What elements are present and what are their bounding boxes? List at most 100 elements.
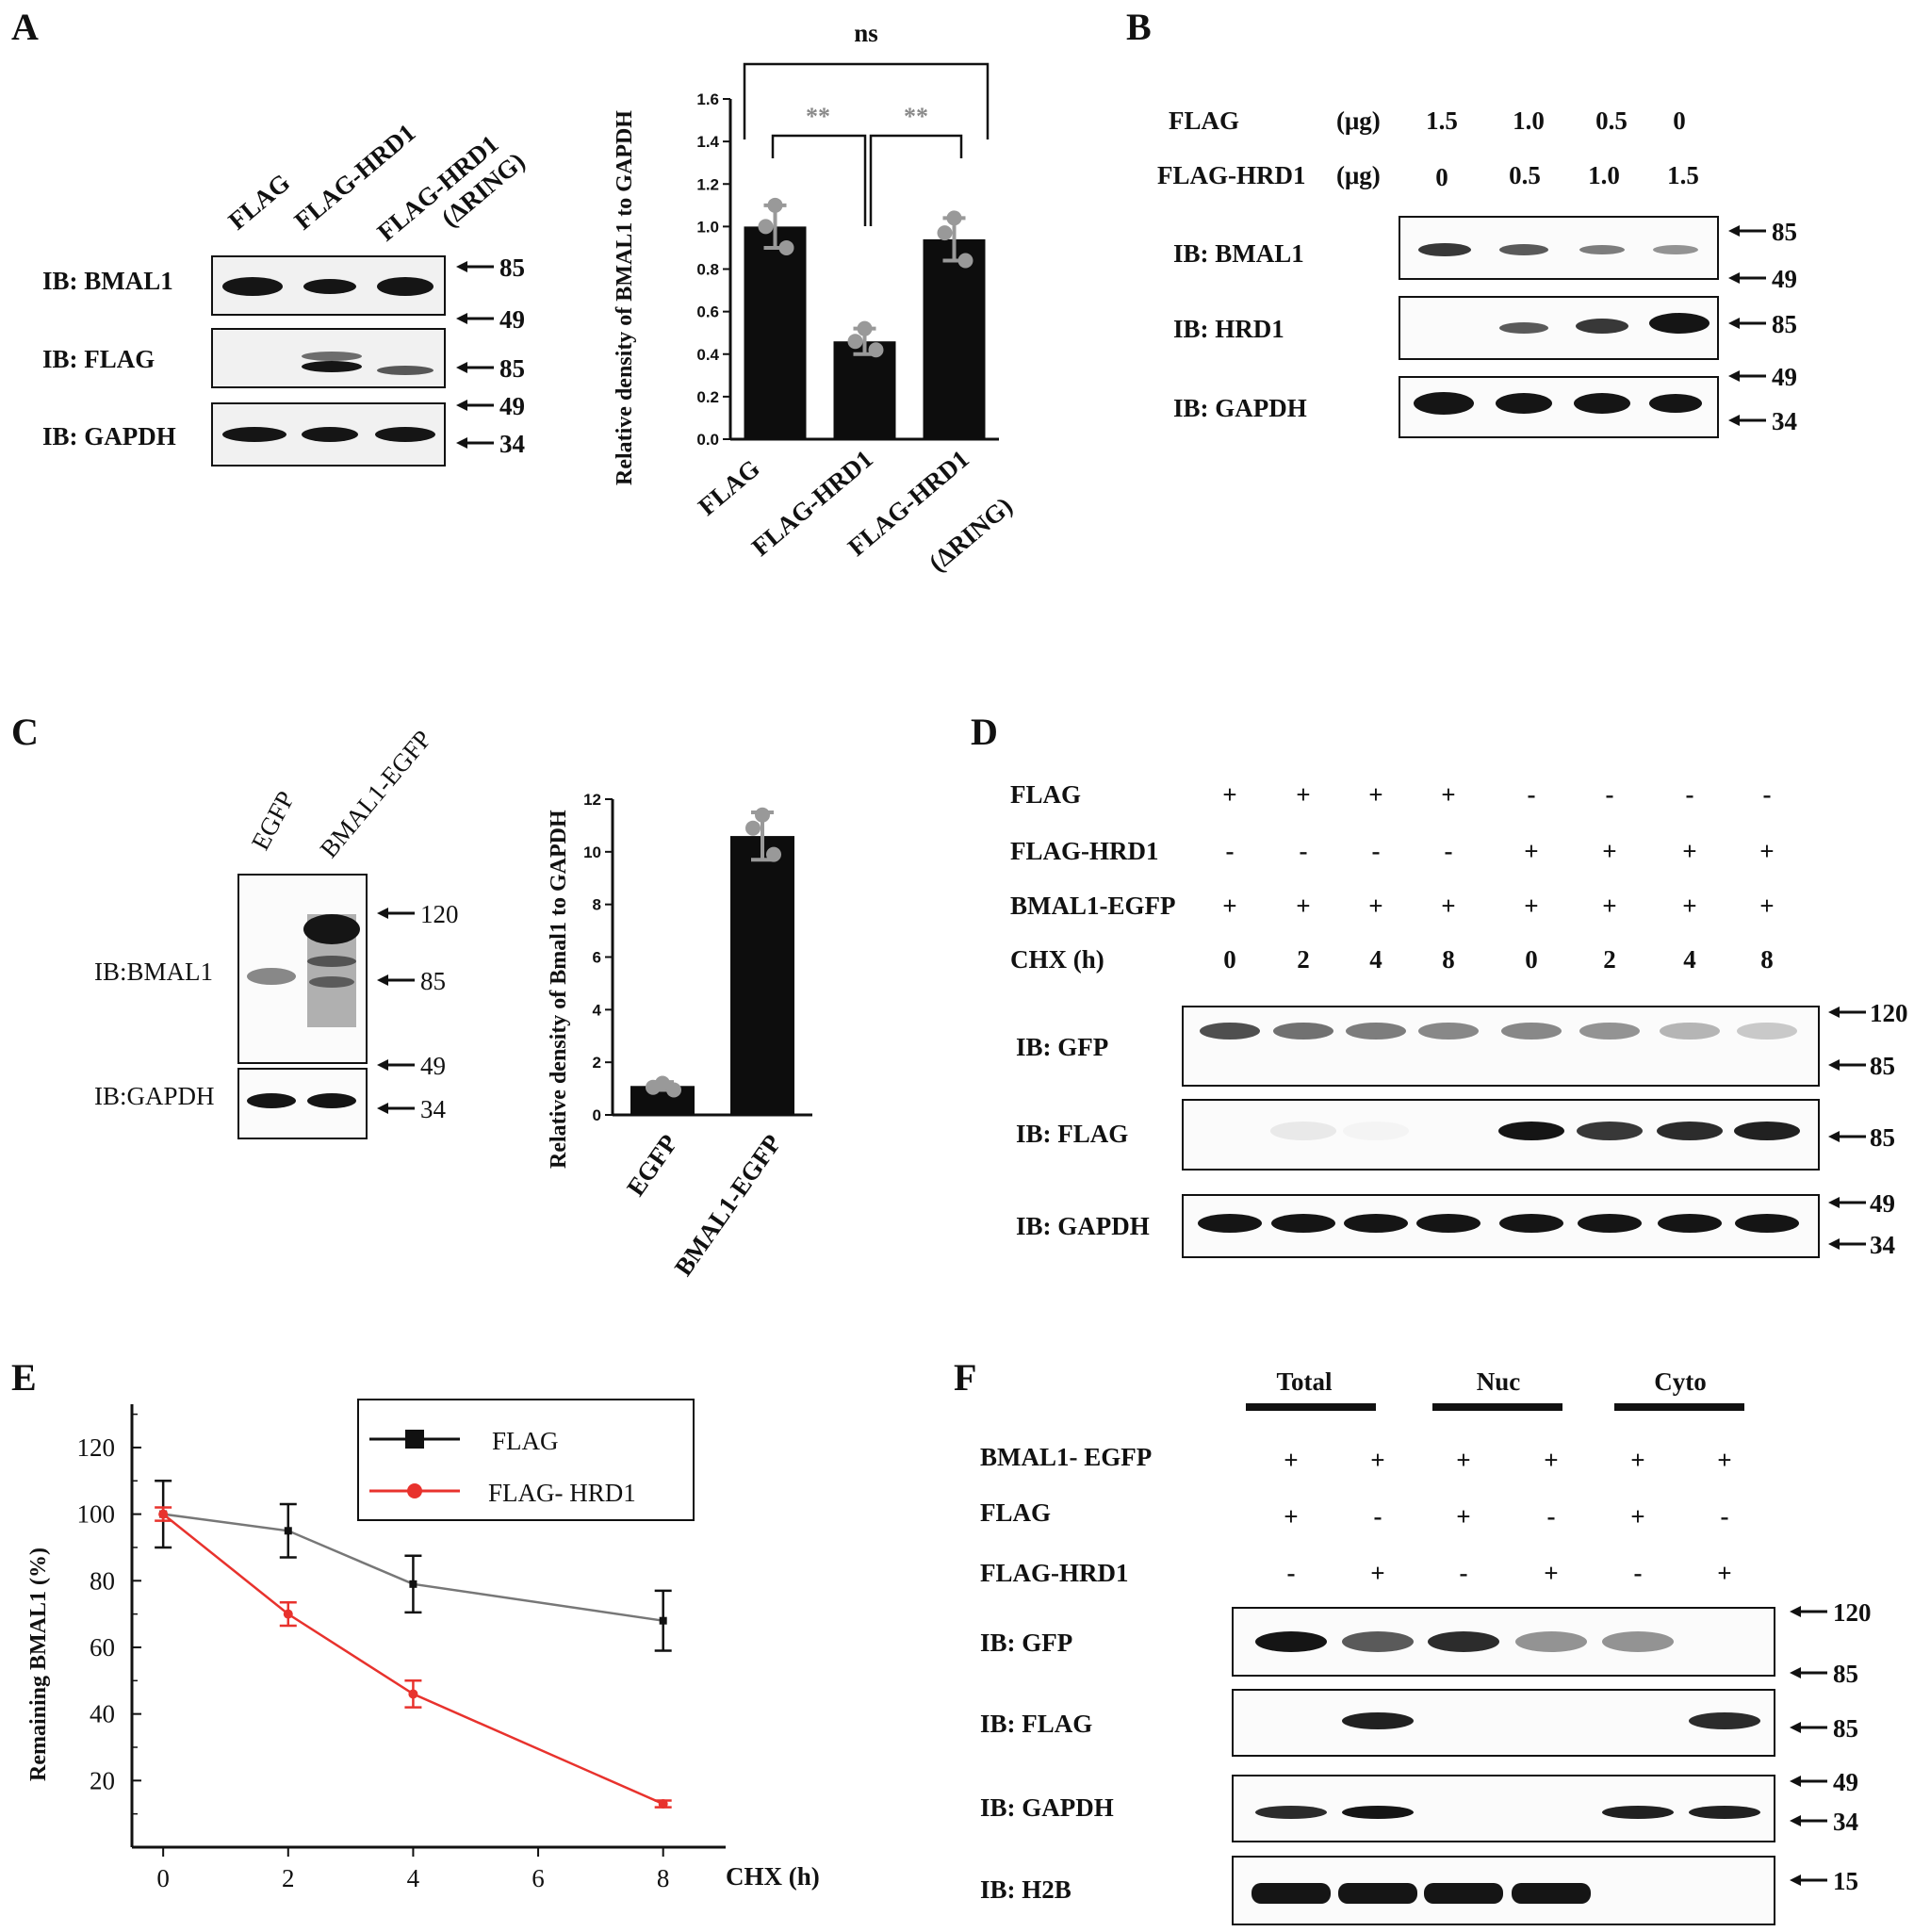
- band: [1649, 313, 1710, 334]
- marker-49: 49: [1772, 265, 1797, 293]
- band: [302, 427, 358, 442]
- marker-120: 120: [420, 900, 459, 928]
- blot-label-h2b: IB: H2B: [980, 1875, 1072, 1904]
- time-value: 0: [1223, 945, 1236, 974]
- amount-value: 1.5: [1667, 161, 1699, 189]
- treatment-sign: -: [1547, 1502, 1556, 1531]
- band: [247, 968, 296, 985]
- treatment-sign: +: [1630, 1446, 1644, 1474]
- band: [1251, 1883, 1331, 1904]
- data-point: [646, 1079, 661, 1095]
- time-value: 4: [1683, 945, 1696, 974]
- band: [1515, 1631, 1587, 1652]
- band: [1735, 1214, 1799, 1233]
- marker-34: 34: [1870, 1231, 1895, 1259]
- marker-85: 85: [499, 254, 525, 282]
- row-label-flag-hrd1: FLAG-HRD1: [1010, 837, 1159, 865]
- band: [1579, 245, 1625, 254]
- panel-f: F Total Nuc Cyto BMAL1- EGFP FLAG FLAG-H…: [954, 1356, 1872, 1925]
- lane-label-egfp: EGFP: [246, 786, 300, 854]
- bar: [923, 238, 986, 439]
- y-tick-label: 100: [77, 1500, 116, 1529]
- y-tick-label: 0.6: [696, 303, 719, 321]
- significance-ns: ns: [854, 19, 878, 47]
- blot-f-flag: [1232, 1689, 1775, 1757]
- panel-e: E Remaining BMAL1 (%) CHX (h) FLAG FLAG-…: [11, 1356, 820, 1892]
- lane-label-bmal1-egfp: BMAL1-EGFP: [315, 725, 437, 863]
- data-point: [283, 1609, 293, 1619]
- marker-49: 49: [1772, 363, 1797, 391]
- y-tick-label: 80: [90, 1566, 115, 1595]
- data-point: [755, 807, 770, 823]
- treatment-sign: -: [1445, 837, 1453, 865]
- y-tick-label: 0.0: [696, 431, 719, 449]
- row-label-flag: FLAG: [1169, 106, 1239, 135]
- marker-49: 49: [1833, 1768, 1858, 1796]
- blot-d-gfp: [1182, 1006, 1820, 1087]
- legend-box: [357, 1399, 695, 1521]
- band: [1499, 244, 1548, 255]
- amount-value: 0: [1673, 106, 1686, 135]
- band: [1574, 393, 1630, 414]
- panel-d: D FLAG FLAG-HRD1 BMAL1-EGFP CHX (h) + + + +…: [971, 711, 1908, 1259]
- treatment-sign: +: [1682, 892, 1696, 920]
- data-point: [659, 1616, 667, 1625]
- y-tick-label: 4: [593, 1001, 602, 1019]
- band: [1271, 1214, 1335, 1233]
- band: [1416, 1214, 1480, 1233]
- amount-value: 1.0: [1513, 106, 1545, 135]
- band: [1689, 1712, 1760, 1729]
- blot-label-hrd1: IB: HRD1: [1173, 315, 1284, 343]
- y-tick-label: 6: [593, 949, 601, 967]
- band: [222, 427, 286, 442]
- treatment-sign: -: [1606, 780, 1614, 809]
- legend-marker-flag-hrd1: [407, 1483, 422, 1498]
- blot-c-bmal1: [237, 874, 368, 1064]
- time-value: 4: [1369, 945, 1382, 974]
- time-value: 8: [1760, 945, 1774, 974]
- panel-letter-c: C: [11, 711, 39, 753]
- blot-label-flag: IB: FLAG: [980, 1710, 1092, 1738]
- band: [1342, 1631, 1414, 1652]
- band: [1602, 1631, 1674, 1652]
- treatment-sign: -: [1287, 1559, 1296, 1587]
- panel-letter-b: B: [1126, 6, 1152, 48]
- panel-b: B FLAG (μg) FLAG-HRD1 (μg) 1.5 1.0 0.5 0…: [1126, 6, 1797, 438]
- y-tick-label: 1.2: [696, 175, 719, 193]
- series-line: [162, 1513, 663, 1622]
- y-tick-label: 2: [593, 1054, 601, 1072]
- marker-49: 49: [420, 1052, 446, 1080]
- treatment-sign: +: [1296, 780, 1310, 809]
- band: [1501, 1023, 1562, 1040]
- y-axis-title: Remaining BMAL1 (%): [26, 1547, 51, 1781]
- treatment-sign: +: [1222, 780, 1236, 809]
- treatment-sign: -: [1721, 1502, 1729, 1531]
- group-bar-cyto: [1614, 1403, 1744, 1411]
- band: [1649, 394, 1702, 413]
- y-axis-title: Relative density of BMAL1 to GAPDH: [613, 110, 637, 485]
- treatment-sign: +: [1524, 892, 1538, 920]
- band: [1418, 243, 1471, 256]
- treatment-sign: +: [1602, 892, 1616, 920]
- data-point: [946, 210, 962, 226]
- x-category-label: (ΔRING): [924, 492, 1018, 578]
- blot-label-gapdh: IB: GAPDH: [42, 422, 176, 450]
- treatment-sign: -: [1634, 1559, 1643, 1587]
- legend-label-flag: FLAG: [492, 1427, 559, 1455]
- marker-49: 49: [1870, 1189, 1895, 1218]
- bar-chart-a: 0.0 0.2 0.4 0.6 0.8 1.0 1.2 1.4 1.6 Relative dens…: [613, 90, 1018, 577]
- treatment-sign: +: [1630, 1502, 1644, 1531]
- data-point: [766, 846, 781, 862]
- row-label-flag-hrd1: FLAG-HRD1: [1157, 161, 1306, 189]
- y-tick-label: 0: [593, 1106, 601, 1124]
- marker-34: 34: [1772, 407, 1797, 435]
- band: [1578, 1214, 1642, 1233]
- band: [307, 1093, 356, 1108]
- treatment-grid-d: + + + + - - - - - - - - + + + + + + + + + + + +0 2 4 8 0 2 4 8: [1222, 780, 1774, 974]
- row-label-chx: CHX (h): [1010, 945, 1104, 974]
- series-line: [162, 1513, 664, 1806]
- treatment-sign: +: [1296, 892, 1310, 920]
- y-tick-label: 40: [90, 1700, 115, 1728]
- data-point: [847, 334, 863, 350]
